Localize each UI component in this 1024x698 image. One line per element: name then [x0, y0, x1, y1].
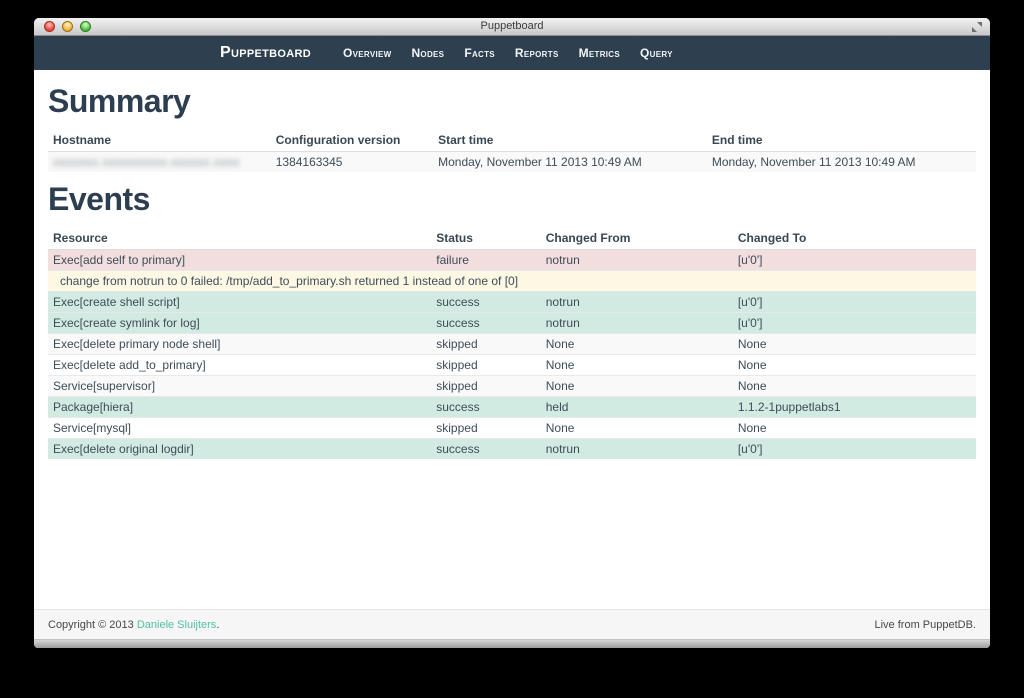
resource-cell: Exec[delete primary node shell]	[48, 333, 432, 355]
status-cell: success	[431, 396, 541, 418]
status-cell: skipped	[431, 417, 541, 439]
status-cell: skipped	[431, 333, 541, 355]
table-row: Package[hiera] success held 1.1.2-1puppe…	[48, 396, 976, 418]
table-row: Service[supervisor] skipped None None	[48, 375, 976, 397]
copyright-suffix: .	[216, 618, 220, 631]
changed-to-cell: None	[732, 375, 976, 397]
table-row: Exec[create symlink for log] success not…	[48, 312, 976, 334]
status-cell: failure	[431, 249, 541, 271]
summary-table: Hostname Configuration version Start tim…	[48, 129, 976, 172]
browser-window: Puppetboard Puppetboard Overview Nodes F…	[34, 18, 990, 648]
minimize-button[interactable]	[62, 21, 73, 32]
resource-cell: Exec[create symlink for log]	[48, 312, 432, 334]
table-row: Exec[delete add_to_primary] skipped None…	[48, 354, 976, 376]
failure-message-row: change from notrun to 0 failed: /tmp/add…	[48, 270, 976, 292]
summary-col-config-version: Configuration version	[270, 129, 434, 152]
page-footer: Copyright © 2013 Daniele Sluijters. Live…	[34, 609, 990, 639]
changed-to-cell: [u'0']	[732, 312, 976, 334]
table-row: Exec[add self to primary] failure notrun…	[48, 249, 976, 271]
summary-col-start-time: Start time	[433, 129, 707, 152]
changed-to-cell: [u'0']	[732, 249, 976, 271]
changed-from-cell: notrun	[540, 312, 733, 334]
resource-cell: Exec[create shell script]	[48, 291, 432, 313]
changed-from-cell: notrun	[540, 249, 733, 271]
status-cell: success	[431, 291, 541, 313]
changed-from-cell: notrun	[540, 291, 733, 313]
events-heading: Events	[48, 181, 150, 217]
table-row: Exec[create shell script] success notrun…	[48, 291, 976, 313]
nav-item-nodes[interactable]: Nodes	[411, 46, 445, 60]
summary-heading: Summary	[48, 83, 191, 119]
changed-from-cell: None	[540, 354, 733, 376]
zoom-button[interactable]	[80, 21, 91, 32]
nav-item-overview[interactable]: Overview	[342, 46, 392, 60]
events-col-changed-to: Changed To	[732, 227, 976, 250]
resource-cell: Exec[delete add_to_primary]	[48, 354, 432, 376]
changed-to-cell: 1.1.2-1puppetlabs1	[732, 396, 976, 418]
end-time-cell: Monday, November 11 2013 10:49 AM	[706, 151, 976, 172]
traffic-lights	[44, 21, 91, 32]
copyright-text: Copyright © 2013 Daniele Sluijters.	[48, 619, 219, 631]
config-version-cell: 1384163345	[270, 151, 434, 172]
table-row: Exec[delete primary node shell] skipped …	[48, 333, 976, 355]
navbar-items: Overview Nodes Facts Reports Metrics Que…	[333, 46, 683, 60]
failure-message-cell: change from notrun to 0 failed: /tmp/add…	[48, 270, 976, 292]
changed-from-cell: None	[540, 333, 733, 355]
nav-item-query[interactable]: Query	[640, 46, 673, 60]
hostname-cell: xxxxxxx.xxxxxxxxxx.xxxxxx.xxxx	[48, 151, 271, 172]
navbar-brand[interactable]: Puppetboard	[220, 44, 311, 61]
start-time-cell: Monday, November 11 2013 10:49 AM	[433, 151, 707, 172]
main-content: Summary Hostname Configuration version S…	[34, 70, 990, 459]
changed-to-cell: None	[732, 333, 976, 355]
resource-cell: Exec[add self to primary]	[48, 249, 432, 271]
changed-from-cell: notrun	[540, 438, 733, 459]
changed-to-cell: [u'0']	[732, 438, 976, 459]
status-cell: skipped	[431, 354, 541, 376]
changed-to-cell: [u'0']	[732, 291, 976, 313]
summary-header-row: Hostname Configuration version Start tim…	[48, 129, 976, 152]
resource-cell: Package[hiera]	[48, 396, 432, 418]
nav-item-metrics[interactable]: Metrics	[578, 46, 621, 60]
close-button[interactable]	[44, 21, 55, 32]
navbar: Puppetboard Overview Nodes Facts Reports…	[34, 36, 990, 70]
puppetdb-status-text: Live from PuppetDB.	[874, 618, 977, 631]
events-table: Resource Status Changed From Changed To …	[48, 227, 976, 459]
changed-to-cell: None	[732, 354, 976, 376]
summary-col-end-time: End time	[706, 129, 976, 152]
resource-cell: Service[mysql]	[48, 417, 432, 439]
nav-item-facts[interactable]: Facts	[464, 46, 495, 60]
window-bottom-edge	[34, 639, 990, 648]
status-cell: success	[431, 438, 541, 459]
changed-to-cell: None	[732, 417, 976, 439]
status-cell: success	[431, 312, 541, 334]
copyright-prefix: Copyright © 2013	[48, 618, 137, 631]
window-titlebar: Puppetboard	[34, 18, 990, 36]
changed-from-cell: None	[540, 375, 733, 397]
redacted-hostname: xxxxxxx.xxxxxxxxxx.xxxxxx.xxxx	[53, 155, 241, 169]
resource-cell: Exec[delete original logdir]	[48, 438, 432, 459]
window-title: Puppetboard	[480, 20, 544, 32]
fullscreen-icon[interactable]	[972, 22, 982, 32]
nav-item-reports[interactable]: Reports	[514, 46, 559, 60]
resource-cell: Service[supervisor]	[48, 375, 432, 397]
status-cell: skipped	[431, 375, 541, 397]
summary-col-hostname: Hostname	[48, 129, 271, 152]
author-link[interactable]: Daniele Sluijters	[136, 618, 217, 631]
events-col-resource: Resource	[48, 227, 432, 250]
table-row: Exec[delete original logdir] success not…	[48, 438, 976, 459]
table-row: Service[mysql] skipped None None	[48, 417, 976, 439]
events-col-changed-from: Changed From	[540, 227, 733, 250]
summary-row: xxxxxxx.xxxxxxxxxx.xxxxxx.xxxx 138416334…	[48, 151, 976, 172]
events-header-row: Resource Status Changed From Changed To	[48, 227, 976, 250]
changed-from-cell: None	[540, 417, 733, 439]
events-col-status: Status	[431, 227, 541, 250]
changed-from-cell: held	[540, 396, 733, 418]
